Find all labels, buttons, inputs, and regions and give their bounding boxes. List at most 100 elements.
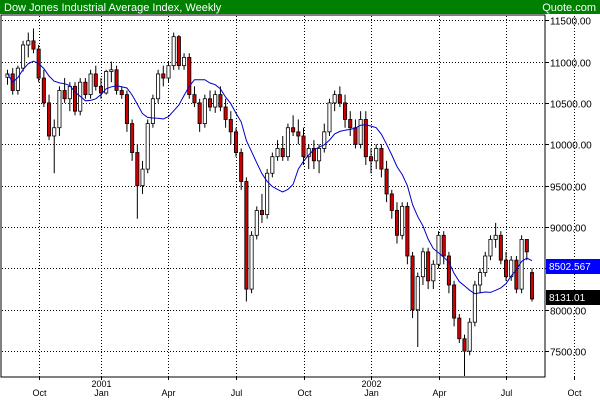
candle [394, 202, 399, 244]
candle-body [161, 73, 166, 79]
candle-body [493, 234, 498, 240]
candle-body [130, 123, 135, 153]
candle-body [265, 172, 270, 216]
candle [524, 239, 529, 261]
candle [358, 111, 363, 149]
candle [161, 65, 166, 87]
candle [374, 144, 379, 170]
candle [472, 280, 477, 327]
x-month-label: Jul [231, 388, 243, 398]
x-month-label: Jan [364, 388, 379, 398]
candle [519, 235, 524, 294]
candle [93, 65, 98, 91]
candle-body [140, 168, 145, 187]
candle-body [405, 205, 410, 257]
candle-body [249, 234, 254, 290]
candle [327, 98, 332, 136]
candle [233, 127, 239, 157]
candle [15, 65, 20, 95]
y-tick-label: 8000.00 [550, 307, 587, 318]
candle-body [431, 263, 436, 282]
candle-body [223, 106, 228, 120]
candle-body [379, 148, 384, 170]
candle [291, 115, 296, 136]
candle-body [327, 102, 332, 133]
candle-body [88, 73, 93, 96]
candle [369, 148, 374, 174]
ma-value-flag: 8502.567 [546, 259, 600, 274]
candle [67, 82, 72, 112]
candle [317, 144, 322, 174]
candle-body [218, 94, 223, 108]
candle-body [410, 255, 415, 311]
candle [213, 90, 218, 113]
candle [441, 231, 446, 265]
candle [130, 119, 135, 161]
chart-title: Dow Jones Industrial Average Index, Week… [4, 2, 222, 14]
candle [98, 78, 103, 99]
candle-body [187, 56, 192, 96]
candle-body [21, 44, 26, 69]
candle [498, 231, 503, 265]
candle-body [254, 210, 259, 236]
candle-body [498, 234, 503, 261]
candle-body [462, 338, 467, 352]
candle [31, 28, 36, 54]
candle-body [441, 234, 446, 257]
x-month-label: Oct [297, 388, 312, 398]
candle-body [306, 148, 311, 158]
candle [389, 189, 394, 219]
x-month-label: Apr [161, 388, 175, 398]
candle-body [26, 40, 31, 46]
candle-body [524, 239, 529, 253]
candle [41, 69, 46, 108]
candle [311, 140, 316, 170]
candle [57, 86, 62, 136]
candle-body [457, 317, 462, 340]
candle-body [114, 69, 119, 91]
x-month-label: Jan [94, 388, 109, 398]
candle-body [239, 152, 244, 182]
candle-body [182, 56, 187, 67]
moving-average-line [7, 60, 533, 295]
candle [405, 202, 410, 265]
candle [504, 251, 509, 281]
candle-body [275, 148, 280, 158]
candle-body [62, 90, 67, 100]
candle-body [415, 276, 420, 311]
candle-body [348, 119, 353, 129]
candle-body [15, 67, 20, 91]
x-axis-labels: Oct2001JanAprJulOct2002JanAprJulOct2003J… [32, 379, 582, 398]
candle-body [135, 152, 140, 187]
ma-flag-background [546, 259, 600, 274]
candle-body [213, 94, 218, 108]
candle-body [67, 85, 72, 100]
candle-body [156, 73, 161, 100]
candle [348, 111, 353, 136]
candle-body [192, 94, 197, 104]
candle [239, 148, 244, 190]
source-label[interactable]: Quote.com [542, 2, 596, 14]
candle-body [208, 98, 213, 108]
candle-body [529, 272, 535, 300]
candle [135, 144, 140, 219]
x-month-label: Oct [32, 388, 47, 398]
candle [363, 111, 368, 165]
header-bar: Dow Jones Industrial Average Index, Week… [0, 0, 600, 14]
candle-body [285, 127, 290, 158]
candle [182, 53, 187, 70]
candle [275, 140, 280, 161]
candle-body [47, 102, 52, 137]
candle-body [233, 131, 239, 153]
candle [114, 65, 119, 95]
x-year-label: 2002 [361, 379, 381, 389]
candle [197, 98, 202, 132]
candle [337, 86, 342, 108]
candle-body [472, 284, 477, 323]
candle [73, 82, 78, 116]
candle-body [488, 239, 493, 257]
candle [156, 69, 161, 103]
candle [249, 231, 254, 294]
candle-body [452, 284, 457, 319]
